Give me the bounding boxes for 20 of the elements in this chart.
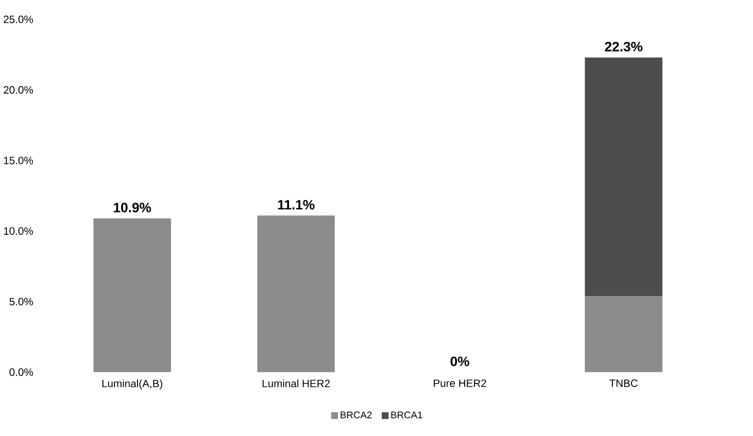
x-tick-label: Pure HER2: [434, 379, 486, 387]
bar: [93, 218, 171, 372]
y-tick-label: 20.0%: [4, 86, 33, 94]
y-tick-label: 15.0%: [4, 156, 33, 164]
y-tick-label: 5.0%: [10, 298, 33, 306]
x-tick-label: Luminal(A,B): [102, 379, 162, 390]
bar: [584, 296, 662, 372]
bar: [584, 57, 662, 296]
total-label: 10.9%: [114, 202, 152, 212]
y-tick-label: 10.0%: [4, 227, 33, 235]
bar: [257, 215, 335, 372]
x-tick-label: TNBC: [609, 379, 638, 387]
total-label: 11.1%: [278, 200, 314, 210]
total-label: 22.3%: [604, 42, 642, 52]
y-tick-label: 25.0%: [4, 16, 33, 24]
total-label: 0%: [450, 356, 470, 366]
y-tick-label: 0.0%: [10, 368, 33, 376]
x-tick-label: Luminal HER2: [262, 379, 330, 388]
legend-label: BRCA2: [340, 411, 372, 418]
legend-label: BRCA1: [391, 411, 422, 418]
